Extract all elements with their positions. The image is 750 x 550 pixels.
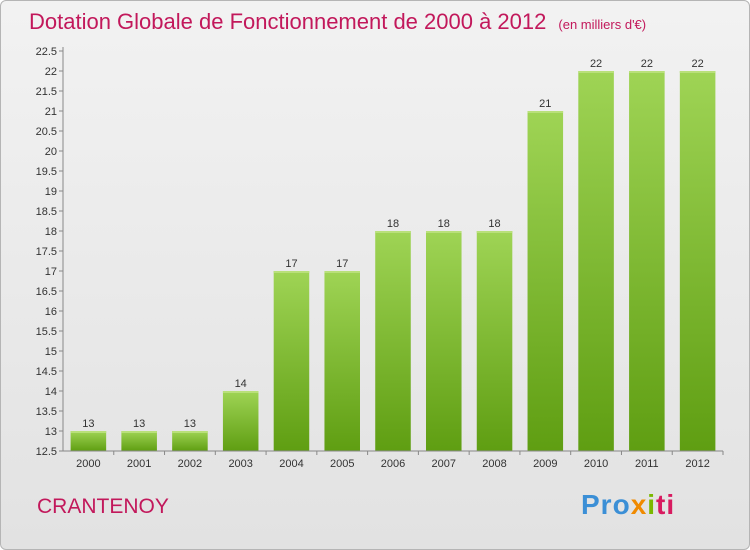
bar-value-label: 13 — [133, 418, 145, 430]
bar-value-label: 22 — [691, 58, 703, 70]
bar-top-highlight — [578, 71, 614, 73]
bar-value-label: 14 — [235, 378, 247, 390]
x-tick-label: 2005 — [330, 458, 354, 470]
bar-top-highlight — [222, 391, 259, 393]
bar — [476, 231, 513, 451]
bar — [426, 231, 462, 451]
y-tick-label: 15.5 — [36, 326, 57, 338]
y-tick-label: 21.5 — [36, 86, 57, 98]
y-tick-label: 14 — [45, 386, 57, 398]
bar-value-label: 17 — [336, 258, 348, 270]
bar-top-highlight — [70, 431, 107, 433]
x-tick-label: 2001 — [127, 458, 151, 470]
bar-value-label: 13 — [184, 418, 196, 430]
bar-top-highlight — [527, 111, 564, 113]
y-tick-label: 19.5 — [36, 166, 57, 178]
x-tick-label: 2012 — [685, 458, 709, 470]
bar-top-highlight — [121, 431, 157, 433]
x-tick-label: 2002 — [178, 458, 202, 470]
commune-name: CRANTENOY — [37, 495, 169, 518]
bar-value-label: 22 — [641, 58, 653, 70]
y-tick-label: 14.5 — [36, 366, 57, 378]
bar-value-label: 18 — [387, 218, 399, 230]
chart-title: Dotation Globale de Fonctionnement de 20… — [29, 9, 647, 34]
bar-top-highlight — [629, 71, 665, 73]
y-tick-label: 12.5 — [36, 446, 57, 458]
x-tick-label: 2004 — [279, 458, 303, 470]
y-tick-label: 17.5 — [36, 246, 57, 258]
bar-top-highlight — [273, 271, 310, 273]
bar — [629, 71, 665, 451]
y-tick-label: 18.5 — [36, 206, 57, 218]
bar — [273, 271, 310, 451]
x-tick-label: 2007 — [432, 458, 456, 470]
y-tick-label: 20 — [45, 146, 57, 158]
bar-value-label: 18 — [438, 218, 450, 230]
y-tick-label: 16.5 — [36, 286, 57, 298]
bar-value-label: 18 — [488, 218, 500, 230]
bar — [70, 431, 107, 451]
y-tick-label: 22.5 — [36, 46, 57, 58]
bar — [527, 111, 564, 451]
bar — [222, 391, 259, 451]
proxiti-logo: Proxiti — [581, 489, 676, 520]
x-tick-label: 2009 — [533, 458, 557, 470]
bar-value-label: 17 — [285, 258, 297, 270]
x-tick-label: 2008 — [482, 458, 506, 470]
y-tick-label: 21 — [45, 106, 57, 118]
y-tick-label: 15 — [45, 346, 57, 358]
bar — [324, 271, 360, 451]
bar — [375, 231, 411, 451]
x-tick-label: 2000 — [76, 458, 100, 470]
bar-top-highlight — [679, 71, 716, 73]
y-tick-label: 13 — [45, 426, 57, 438]
y-tick-label: 20.5 — [36, 126, 57, 138]
bar-value-label: 13 — [82, 418, 94, 430]
y-tick-label: 13.5 — [36, 406, 57, 418]
bar-top-highlight — [172, 431, 208, 433]
bar — [578, 71, 614, 451]
y-tick-label: 22 — [45, 66, 57, 78]
bar-value-label: 21 — [539, 98, 551, 110]
x-tick-label: 2003 — [228, 458, 252, 470]
y-tick-label: 17 — [45, 266, 57, 278]
x-tick-label: 2011 — [635, 458, 659, 470]
bar — [121, 431, 157, 451]
bar-top-highlight — [476, 231, 513, 233]
bar-top-highlight — [324, 271, 360, 273]
bar — [172, 431, 208, 451]
bar-top-highlight — [426, 231, 462, 233]
y-tick-label: 16 — [45, 306, 57, 318]
chart-subtitle: (en milliers d'€) — [558, 17, 647, 32]
x-tick-label: 2006 — [381, 458, 405, 470]
x-tick-label: 2010 — [584, 458, 608, 470]
bar-top-highlight — [375, 231, 411, 233]
y-tick-label: 18 — [45, 226, 57, 238]
bar — [679, 71, 716, 451]
bar-value-label: 22 — [590, 58, 602, 70]
y-tick-label: 19 — [45, 186, 57, 198]
